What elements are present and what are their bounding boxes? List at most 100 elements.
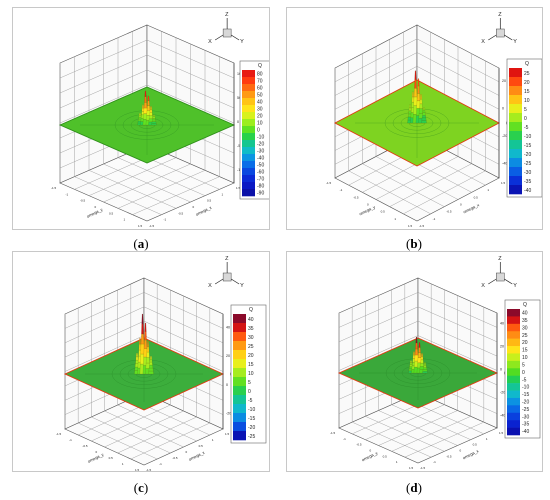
central-peak [141, 313, 144, 325]
legend-swatch [507, 375, 520, 384]
triad-cube [222, 28, 232, 38]
y-tick-label: 0.5 [207, 199, 212, 203]
triad-x-axis [214, 34, 224, 41]
wall-grid-line [64, 335, 224, 372]
legend-level-label: -5 [522, 377, 527, 383]
central-peak [146, 357, 150, 364]
legend-swatch [509, 86, 522, 96]
central-peak [420, 94, 422, 100]
floor-grid-line [132, 176, 220, 215]
legend-level-label: -15 [248, 416, 255, 422]
central-peak [147, 340, 149, 347]
central-peak [149, 109, 153, 113]
x-tick-label: 0.5 [383, 454, 388, 458]
y-tick-label: 0 [460, 449, 462, 453]
x-tick-label: -0.5 [80, 199, 86, 203]
x-axis-label: omega_x [462, 448, 480, 460]
central-peak [138, 115, 142, 118]
orientation-triad: Z X Y [481, 256, 517, 289]
legend-level-label: -30 [257, 148, 264, 154]
legend-swatch [507, 383, 520, 391]
z-tick-label: 20 [502, 79, 506, 83]
x-tick-label: 0 [367, 203, 369, 207]
central-peak [149, 358, 153, 363]
legend-level-label: 15 [248, 362, 254, 368]
colorbar-legend: Q 25 20 15 10 5 0 -5 -10 -15 -20 -25 -30 -35 -40 [506, 58, 542, 198]
triad-cube [222, 272, 232, 282]
central-peak [420, 356, 424, 360]
x-tick-label: -1.5 [330, 431, 336, 435]
wall-grid-line [64, 320, 224, 358]
legend-level-label: -10 [248, 407, 255, 413]
legend-level-label: 25 [524, 71, 530, 77]
y-tick-label: 1 [487, 188, 489, 192]
central-peak [422, 109, 426, 113]
y-tick-label: 1 [222, 192, 224, 196]
legend-swatch [233, 377, 246, 387]
legend-swatch [242, 126, 255, 134]
legend-swatch [233, 314, 246, 324]
legend-swatch [507, 412, 520, 421]
legend-swatch [507, 353, 520, 362]
legend-swatch [507, 368, 520, 377]
wall-grid-line [334, 38, 500, 82]
z-tick-label: 0 [226, 383, 228, 387]
legend-level-label: -15 [524, 143, 531, 149]
legend-level-label: -40 [522, 429, 529, 435]
central-peak [418, 342, 421, 348]
y-tick-label: 0 [186, 450, 188, 454]
legend-level-label: 5 [524, 107, 527, 113]
legend-level-label: 20 [248, 353, 254, 359]
legend-level-label: 0 [257, 127, 260, 133]
triad-x-axis [214, 278, 224, 285]
legend-level-label: -15 [522, 392, 529, 398]
wall-grid-line [59, 84, 235, 124]
x-tick-label: 1 [396, 460, 398, 464]
legend-level-label: 30 [522, 325, 528, 331]
legend-level-label: 40 [248, 317, 254, 323]
panel-c: 40 20 0 -20 Q -1.5 -1.5 -1 -1 -0.5 -0.5 0 0 0.5 0.5 1 1 1… [12, 251, 270, 472]
central-peak [418, 347, 421, 353]
legend-swatch [507, 309, 520, 317]
legend-level-label: 5 [248, 380, 251, 386]
x-tick-label: 1.5 [409, 466, 414, 470]
y-tick-label: 1 [486, 437, 488, 441]
central-peak [140, 333, 145, 345]
y-tick-label: -0.5 [172, 456, 178, 460]
y-tick-label: -1 [164, 218, 167, 222]
y-tick-label: -0.5 [446, 454, 452, 458]
central-peak [409, 104, 411, 108]
legend-swatch [507, 360, 520, 369]
x-tick-label: 0 [96, 450, 98, 454]
x-tick-label: -0.5 [353, 195, 359, 199]
legend-level-label: 35 [522, 318, 528, 324]
legend-level-label: -60 [257, 169, 264, 175]
legend-swatch [509, 104, 522, 114]
legend-swatch [507, 420, 520, 428]
central-peak [147, 95, 150, 101]
central-peak [422, 115, 426, 118]
x-tick-label: -1.5 [326, 181, 332, 185]
legend-swatch [507, 397, 520, 406]
x-tick-label: 1 [124, 218, 126, 222]
triad-y-axis [504, 34, 513, 41]
caption-a: (a) [133, 236, 149, 251]
legend-swatch [233, 431, 246, 441]
x-tick-label: 1.5 [138, 224, 143, 228]
z-tick-label: -20 [502, 134, 507, 138]
legend-swatch [233, 413, 246, 423]
caption-d: (d) [406, 480, 422, 495]
legend-swatch [233, 395, 246, 405]
legend-level-label: -30 [522, 414, 529, 420]
panel-d: 40 20 0 -20 -40 Q -1.5 -1.5 -1 -1 -0.5 -0.5 0 0 0.5 0.5… [286, 251, 543, 472]
triad-y-axis [230, 278, 240, 285]
central-peak [424, 362, 426, 365]
legend-level-label: 40 [522, 311, 528, 317]
central-peak [413, 88, 418, 97]
legend-level-label: 15 [522, 348, 528, 354]
legend-swatch [233, 332, 246, 342]
wall-grid-line [338, 292, 498, 328]
legend-swatch [507, 331, 520, 339]
central-peak [144, 322, 147, 332]
